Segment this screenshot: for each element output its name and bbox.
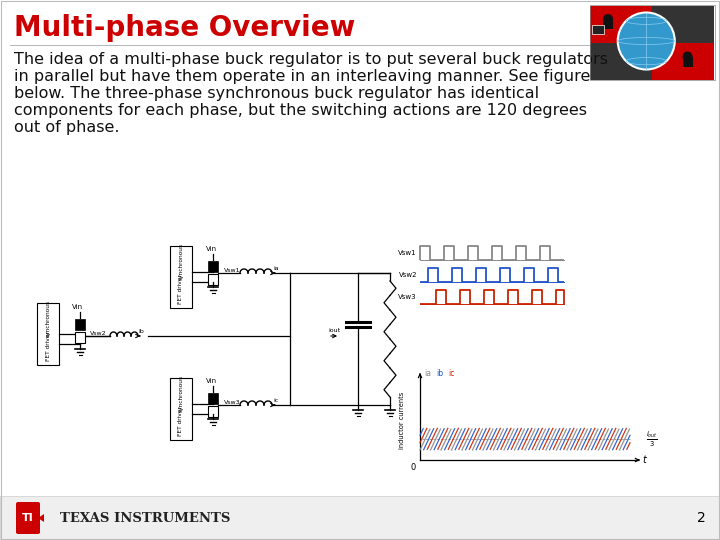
Bar	[603, 19, 613, 29]
Text: 2: 2	[697, 511, 706, 525]
Text: Vin: Vin	[73, 304, 84, 310]
Bar	[590, 5, 715, 80]
Text: Vsw3: Vsw3	[398, 294, 417, 300]
Text: below. The three-phase synchronous buck regulator has identical: below. The three-phase synchronous buck …	[14, 86, 539, 101]
Text: FET driver: FET driver	[45, 332, 50, 361]
Bar	[208, 274, 218, 285]
Text: in parallel but have them operate in an interleaving manner. See figure: in parallel but have them operate in an …	[14, 69, 590, 84]
Text: ia: ia	[273, 266, 279, 271]
Bar	[683, 57, 693, 66]
Bar	[75, 319, 85, 330]
Text: TI: TI	[22, 513, 34, 523]
Bar	[652, 43, 714, 80]
Bar	[0, 496, 720, 540]
Bar	[208, 406, 218, 417]
Text: ic: ic	[448, 369, 454, 378]
Text: t: t	[642, 455, 646, 465]
Bar	[208, 393, 218, 404]
Text: The idea of a multi-phase buck regulator is to put several buck regulators: The idea of a multi-phase buck regulator…	[14, 52, 608, 67]
Text: Vsw3: Vsw3	[224, 400, 240, 405]
Polygon shape	[38, 514, 44, 522]
Text: ic: ic	[273, 398, 278, 403]
Text: Vsw1: Vsw1	[398, 250, 417, 256]
Text: Vsw1: Vsw1	[224, 268, 240, 273]
Text: FET driver: FET driver	[179, 407, 184, 436]
Text: Vin: Vin	[205, 378, 217, 384]
Text: synchronous: synchronous	[179, 375, 184, 412]
Text: 0: 0	[410, 463, 416, 472]
Bar	[590, 43, 652, 80]
Text: Multi-phase Overview: Multi-phase Overview	[14, 14, 355, 42]
Circle shape	[603, 14, 613, 24]
Text: out of phase.: out of phase.	[14, 120, 120, 135]
Text: synchronous: synchronous	[179, 243, 184, 280]
Text: Vsw2: Vsw2	[90, 331, 107, 336]
Bar	[652, 6, 714, 43]
Bar	[170, 246, 192, 308]
Text: inductor currents: inductor currents	[399, 392, 405, 449]
Bar	[590, 6, 652, 43]
Text: synchronous: synchronous	[45, 300, 50, 337]
Bar	[592, 24, 604, 33]
Bar	[170, 378, 192, 440]
Bar	[37, 303, 59, 365]
Text: ia: ia	[424, 369, 431, 378]
Text: TEXAS INSTRUMENTS: TEXAS INSTRUMENTS	[60, 511, 230, 524]
Text: Vsw2: Vsw2	[398, 272, 417, 278]
Text: components for each phase, but the switching actions are 120 degrees: components for each phase, but the switc…	[14, 103, 587, 118]
Text: ib: ib	[138, 329, 144, 334]
Circle shape	[683, 51, 693, 62]
Bar	[208, 261, 218, 272]
Text: iout: iout	[328, 328, 340, 333]
Text: ib: ib	[436, 369, 443, 378]
Circle shape	[618, 12, 675, 70]
Bar	[75, 332, 85, 343]
Text: FET driver: FET driver	[179, 274, 184, 305]
Text: $\frac{i_{out}}{3}$: $\frac{i_{out}}{3}$	[646, 429, 658, 449]
FancyBboxPatch shape	[16, 502, 40, 534]
Text: Vin: Vin	[205, 246, 217, 252]
